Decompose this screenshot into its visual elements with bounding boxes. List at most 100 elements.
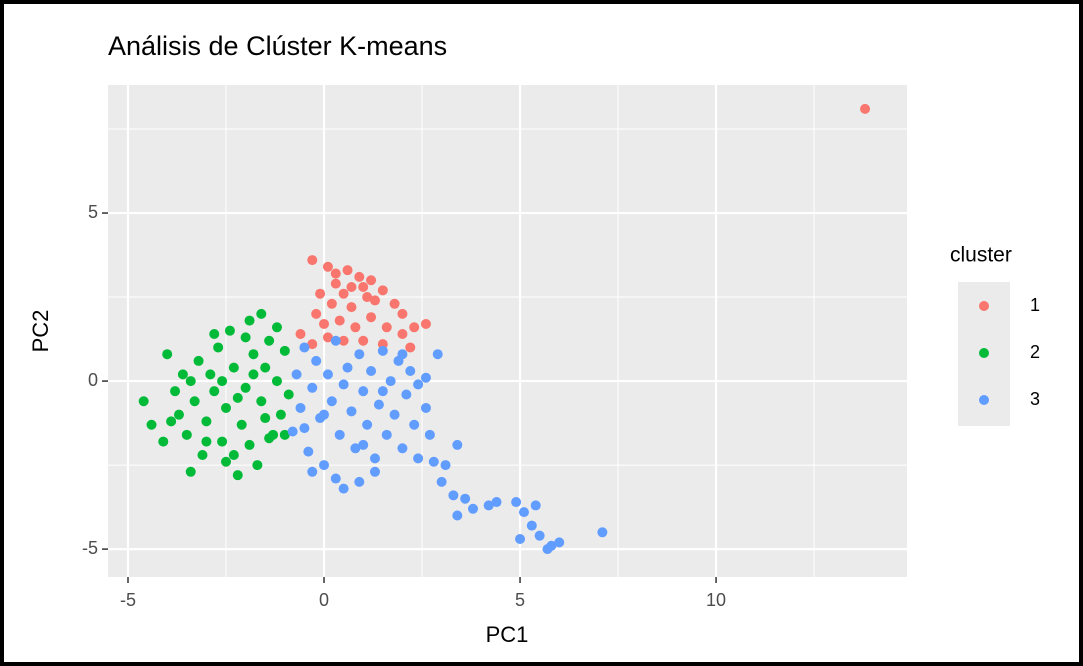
y-axis-label: PC2 [28, 310, 53, 353]
x-tick-label: -5 [120, 590, 136, 610]
point [362, 419, 373, 430]
x-tick-label: 5 [515, 590, 525, 610]
point [248, 369, 259, 380]
point [181, 429, 192, 440]
point [248, 349, 259, 360]
point [338, 288, 349, 299]
point [287, 426, 298, 437]
point [428, 456, 439, 467]
point [452, 510, 463, 521]
point [342, 362, 353, 373]
point [232, 392, 243, 403]
point [217, 376, 228, 387]
y-tick-label: 0 [88, 370, 98, 390]
point [385, 376, 396, 387]
point [448, 490, 459, 501]
point [350, 443, 361, 454]
point [467, 503, 478, 514]
point [542, 544, 553, 555]
legend-label: 2 [1030, 342, 1040, 362]
point [185, 376, 196, 387]
point [138, 396, 149, 407]
point [279, 429, 290, 440]
point [205, 369, 216, 380]
point [338, 483, 349, 494]
point [354, 271, 365, 282]
point [322, 261, 333, 272]
point [358, 335, 369, 346]
point [213, 342, 224, 353]
point [307, 382, 318, 393]
point [534, 530, 545, 541]
points [138, 103, 871, 555]
point [177, 369, 188, 380]
point [334, 315, 345, 326]
point [299, 423, 310, 434]
point [256, 396, 267, 407]
point [244, 315, 255, 326]
point [221, 456, 232, 467]
point [420, 318, 431, 329]
point [260, 413, 271, 424]
point [326, 396, 337, 407]
point [275, 409, 286, 420]
point [342, 265, 353, 276]
point [381, 322, 392, 333]
point [597, 527, 608, 538]
point [373, 399, 384, 410]
point [307, 255, 318, 266]
legend-label: 3 [1030, 389, 1040, 409]
point [283, 389, 294, 400]
point [326, 298, 337, 309]
point [271, 376, 282, 387]
point [299, 342, 310, 353]
point [307, 339, 318, 350]
point [319, 409, 330, 420]
point [338, 335, 349, 346]
point [256, 308, 267, 319]
point [311, 308, 322, 319]
point [279, 345, 290, 356]
point [420, 402, 431, 413]
point [189, 396, 200, 407]
point [424, 429, 435, 440]
point [307, 466, 318, 477]
point [224, 325, 235, 336]
point [330, 278, 341, 289]
chart-title: Análisis de Clúster K-means [108, 31, 447, 61]
point [209, 329, 220, 340]
point [452, 439, 463, 450]
point [362, 292, 373, 303]
point [232, 470, 243, 481]
point [260, 362, 271, 373]
point [228, 362, 239, 373]
point [166, 416, 177, 427]
point [201, 416, 212, 427]
point [554, 537, 565, 548]
point [860, 103, 871, 114]
point [369, 453, 380, 464]
point [217, 436, 228, 447]
point [346, 406, 357, 417]
legend-label: 1 [1030, 295, 1040, 315]
point [515, 534, 526, 545]
point [377, 345, 388, 356]
point [240, 332, 251, 343]
x-axis-label: PC1 [486, 622, 529, 647]
point [170, 386, 181, 397]
point [322, 369, 333, 380]
point [236, 419, 247, 430]
point [358, 386, 369, 397]
point [369, 466, 380, 477]
point [330, 335, 341, 346]
point [397, 329, 408, 340]
point [303, 446, 314, 457]
point [405, 342, 416, 353]
point [146, 419, 157, 430]
point [319, 460, 330, 471]
point [197, 450, 208, 461]
point [432, 349, 443, 360]
point [221, 402, 232, 413]
